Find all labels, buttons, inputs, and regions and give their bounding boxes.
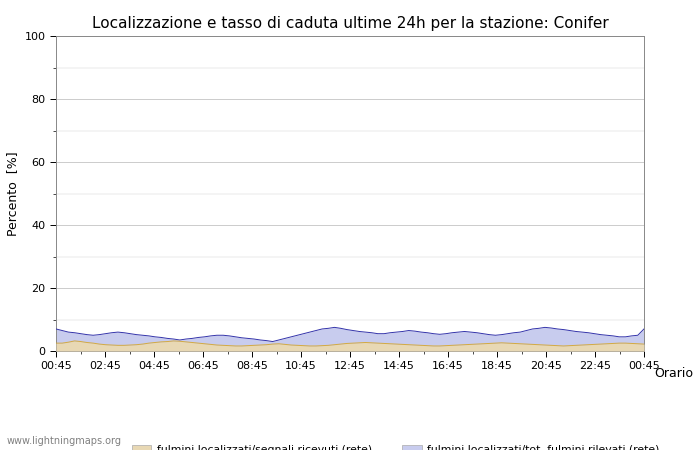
Title: Localizzazione e tasso di caduta ultime 24h per la stazione: Conifer: Localizzazione e tasso di caduta ultime … xyxy=(92,16,608,31)
Text: www.lightningmaps.org: www.lightningmaps.org xyxy=(7,436,122,446)
Text: Orario: Orario xyxy=(654,367,694,380)
Legend: fulmini localizzati/segnali ricevuti (rete), fulmini localizzati/segnali ricevut: fulmini localizzati/segnali ricevuti (re… xyxy=(132,445,677,450)
Y-axis label: Percento  [%]: Percento [%] xyxy=(6,151,19,236)
